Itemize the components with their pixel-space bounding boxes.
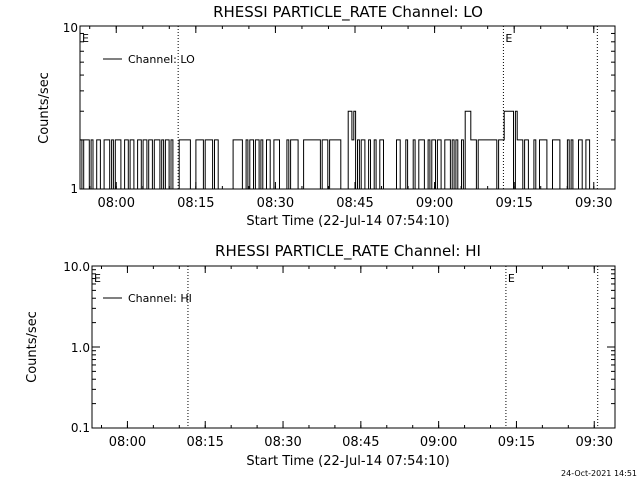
ytick-label-hi-10: 10.0 (63, 260, 90, 274)
title-hi: RHESSI PARTICLE_RATE Channel: HI (215, 242, 481, 261)
x-tick-label-lo: 09:15 (495, 196, 532, 211)
x-axis-lo (89, 26, 595, 189)
y-axis-hi (92, 265, 615, 429)
x-tick-labels-lo: 08:00 08:15 08:30 08:45 09:00 09:15 09:30 (98, 196, 613, 211)
x-tick-label-hi: 08:45 (342, 435, 379, 450)
x-tick-label-hi: 09:30 (576, 435, 613, 450)
series-line-channel-lo (79, 110, 597, 190)
event-marker-hi: E (508, 272, 515, 285)
ytick-label-lo-10: 10 (63, 21, 78, 35)
ylabel-lo: Counts/sec (37, 72, 52, 144)
x-tick-label-hi: 08:30 (264, 435, 301, 450)
x-axis-hi (100, 266, 595, 428)
x-tick-label-lo: 08:15 (177, 196, 214, 211)
legend-label-lo: Channel: LO (128, 53, 195, 66)
footer-timestamp: 24-Oct-2021 14:51 (561, 469, 637, 478)
event-marker-lo: E (82, 32, 89, 45)
x-tick-label-lo: 08:45 (336, 196, 373, 211)
event-marker-lo: E (505, 32, 512, 45)
xlabel-lo: Start Time (22-Jul-14 07:54:10) (246, 214, 449, 229)
x-tick-label-lo: 09:30 (575, 196, 612, 211)
x-tick-label-lo: 08:30 (257, 196, 294, 211)
event-marker-hi: E (94, 272, 101, 285)
ytick-label-hi-0-1: 0.1 (71, 421, 90, 435)
x-tick-label-lo: 08:00 (98, 196, 135, 211)
x-tick-label-hi: 09:15 (498, 435, 535, 450)
x-tick-labels-hi: 08:00 08:15 08:30 08:45 09:00 09:15 09:30 (109, 435, 613, 450)
x-tick-label-hi: 08:15 (186, 435, 223, 450)
plot-frame-hi (91, 265, 616, 429)
ytick-label-hi-1: 1.0 (71, 341, 90, 355)
panel-lo: RHESSI PARTICLE_RATE Channel: LO 08:00 08… (37, 3, 616, 229)
y-axis-lo (80, 25, 615, 190)
legend-label-hi: Channel: HI (128, 292, 192, 305)
xlabel-hi: Start Time (22-Jul-14 07:54:10) (246, 454, 449, 469)
ylabel-hi: Counts/sec (25, 311, 40, 383)
x-tick-label-hi: 09:00 (420, 435, 457, 450)
ytick-label-lo-1: 1 (70, 182, 78, 196)
x-tick-label-hi: 08:00 (109, 435, 146, 450)
title-lo: RHESSI PARTICLE_RATE Channel: LO (213, 3, 483, 22)
panel-hi: RHESSI PARTICLE_RATE Channel: HI 08:00 08… (25, 242, 616, 469)
x-tick-label-lo: 09:00 (416, 196, 453, 211)
